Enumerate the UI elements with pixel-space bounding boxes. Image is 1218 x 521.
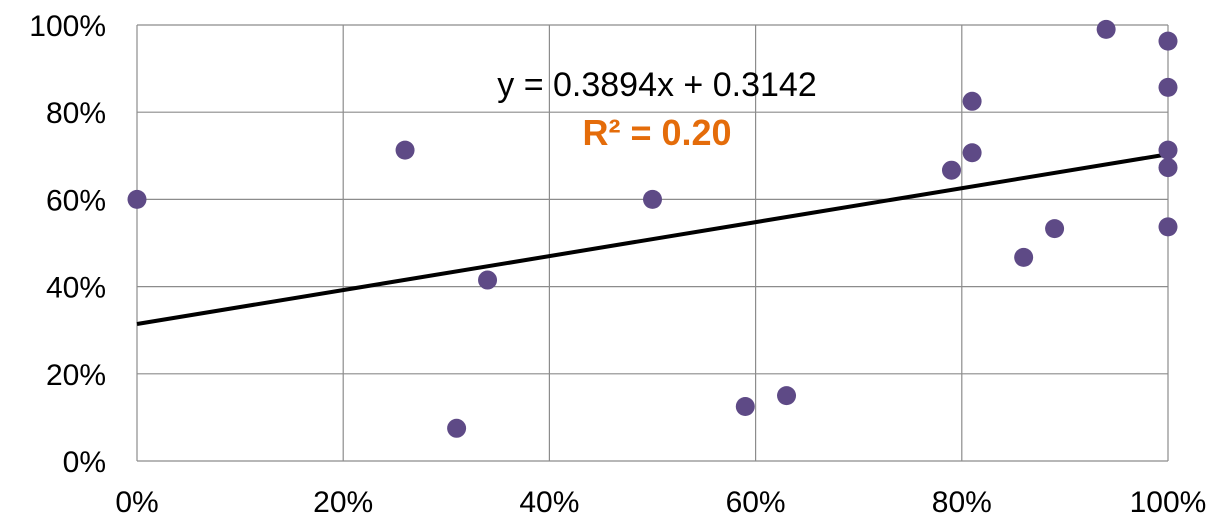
- trendline: [136, 152, 1169, 326]
- y-tick-label-1: 20%: [46, 359, 106, 392]
- grid: [136, 24, 1169, 462]
- data-point-13: [1158, 31, 1178, 51]
- data-point-7: [941, 160, 961, 180]
- y-tick-label-5: 100%: [29, 10, 106, 43]
- y-tick-label-4: 80%: [46, 97, 106, 130]
- x-tick-label-5: 100%: [1130, 486, 1207, 519]
- x-axis-ticks: 0% 20% 40% 60% 80% 100%: [115, 486, 1206, 519]
- x-tick-label-0: 0%: [115, 486, 158, 519]
- data-point-15: [1158, 140, 1178, 160]
- data-point-1: [395, 140, 415, 160]
- data-point-5: [735, 397, 755, 416]
- x-tick-label-1: 20%: [313, 486, 373, 519]
- r-squared-label: R² = 0.20: [582, 112, 731, 153]
- data-point-3: [478, 270, 498, 290]
- y-tick-label-2: 40%: [46, 272, 106, 305]
- data-point-14: [1158, 77, 1178, 97]
- data-point-12: [1096, 19, 1116, 39]
- data-point-11: [1045, 219, 1065, 239]
- data-point-9: [962, 143, 982, 163]
- y-tick-label-3: 60%: [46, 184, 106, 217]
- x-tick-label-2: 40%: [519, 486, 579, 519]
- data-point-0: [127, 189, 147, 209]
- data-point-16: [1158, 158, 1178, 178]
- x-tick-label-3: 60%: [726, 486, 786, 519]
- trendline-group: [136, 152, 1169, 326]
- data-point-2: [447, 418, 467, 438]
- y-tick-label-0: 0%: [63, 446, 106, 479]
- data-point-8: [962, 91, 982, 111]
- y-axis-ticks: 0% 20% 40% 60% 80% 100%: [29, 10, 106, 479]
- data-point-10: [1014, 247, 1034, 267]
- data-points: [127, 19, 1178, 438]
- data-point-17: [1158, 217, 1178, 237]
- data-point-4: [643, 189, 662, 209]
- trendline-equation: y = 0.3894x + 0.3142: [497, 66, 816, 104]
- data-point-6: [777, 386, 797, 406]
- x-tick-label-4: 80%: [932, 486, 992, 519]
